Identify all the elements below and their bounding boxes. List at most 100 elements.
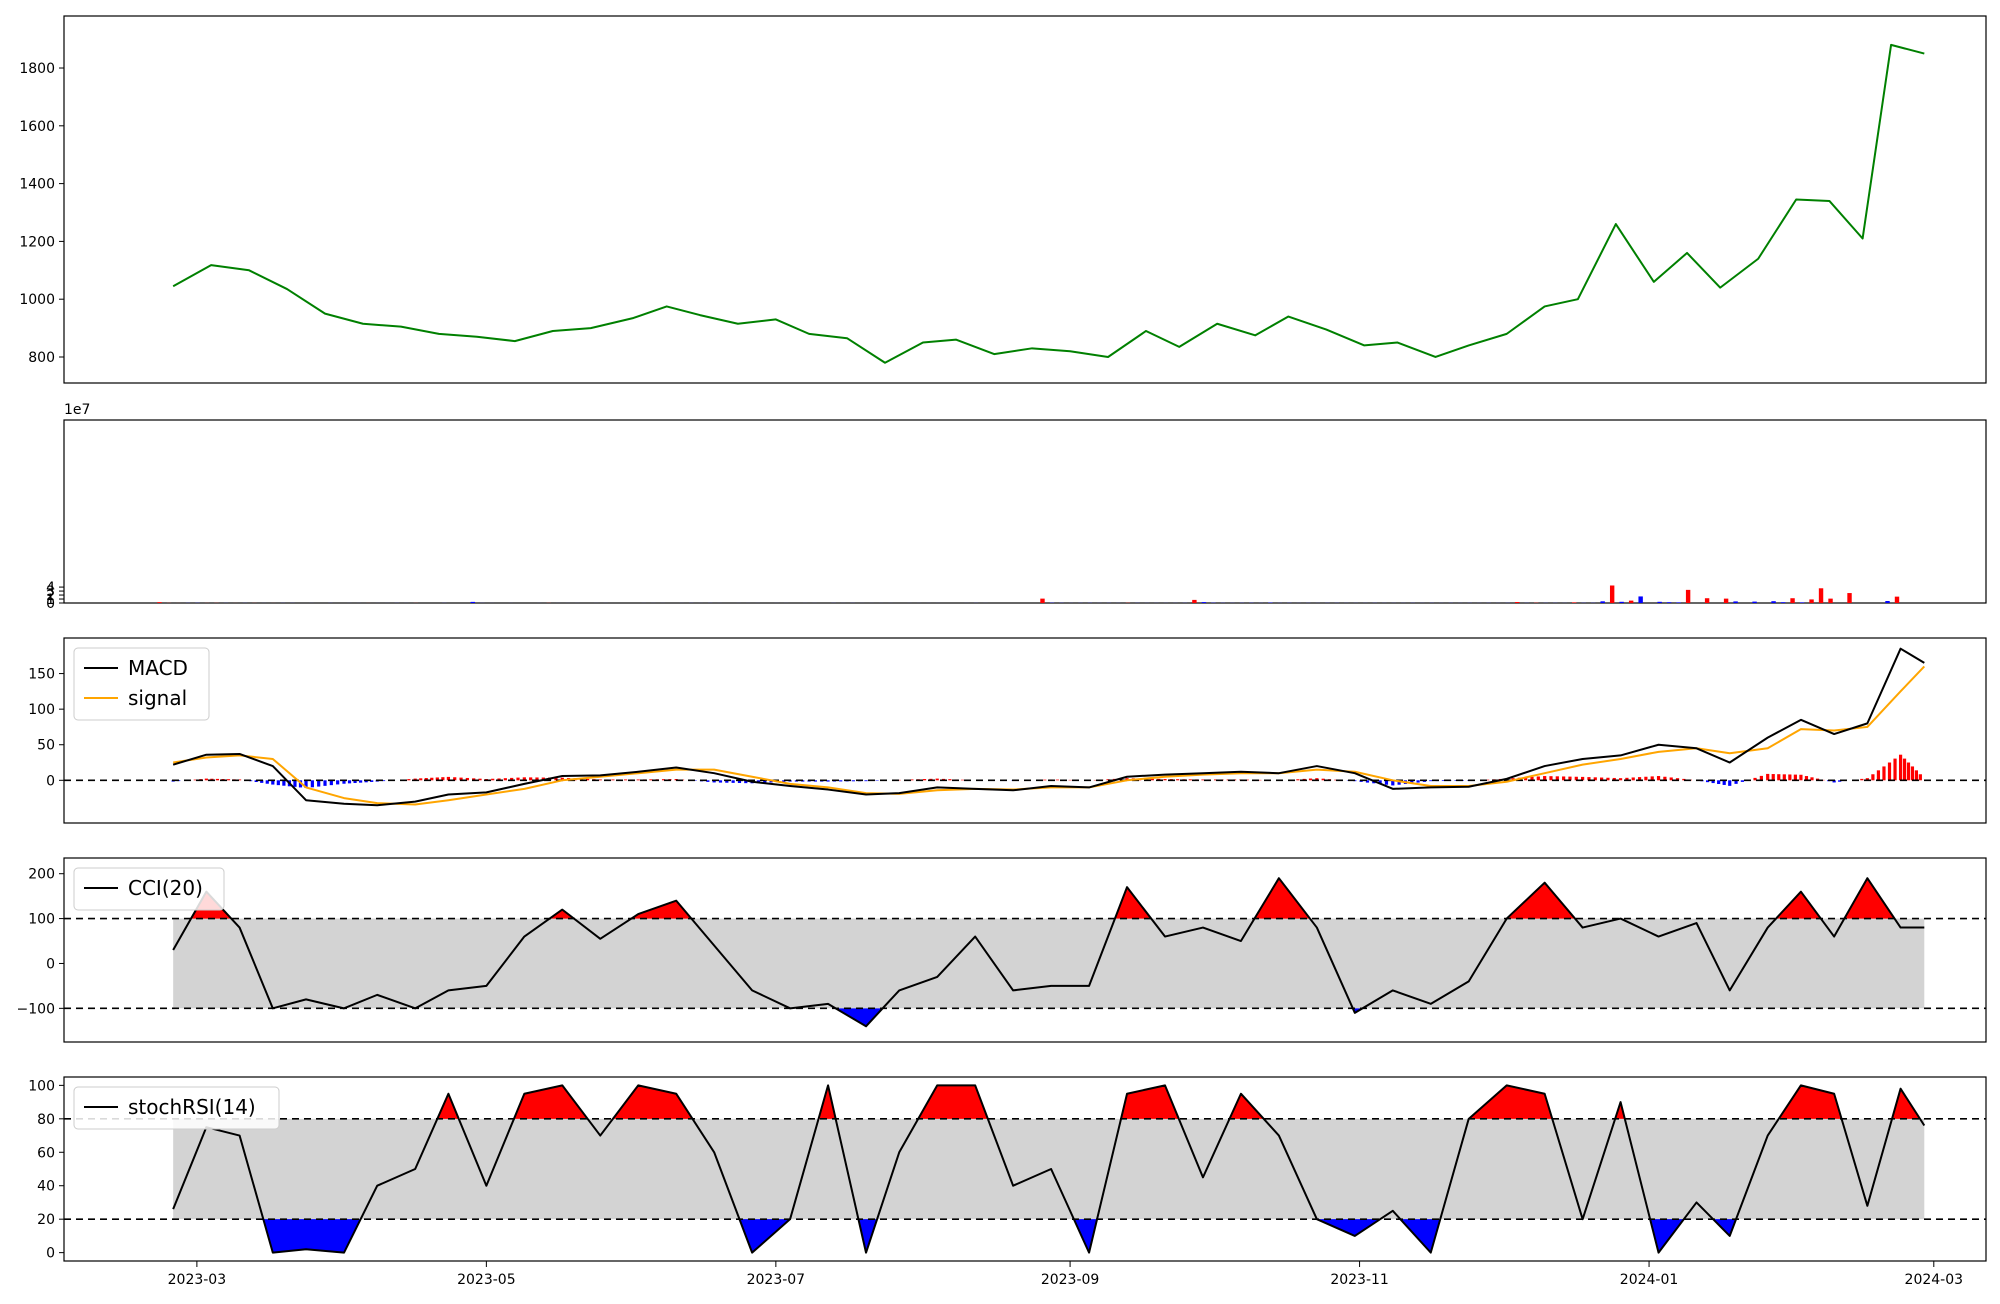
volume-bar [471,602,475,603]
volume-bar [1676,602,1680,603]
y-tick-label: 1200 [19,234,55,250]
macd-histogram-bar [516,778,519,781]
macd-histogram-bar [1717,780,1720,784]
volume-scale-label: 1e7 [64,402,90,418]
stochrsi-overbought-fill [514,1085,588,1118]
macd-histogram-bar [323,780,326,786]
macd-histogram-bar [1056,780,1059,781]
macd-histogram-bar [1644,777,1647,781]
macd-histogram-bar [1907,763,1910,781]
macd-histogram-bar [407,779,410,780]
y-tick-label: 0 [46,1246,55,1262]
macd-line [173,649,1924,806]
macd-legend: MACD signal [74,648,209,720]
macd-histogram-bar [1296,779,1299,780]
macd-histogram-bar [311,780,314,787]
macd-histogram-bar [1919,774,1922,780]
macd-histogram-bar [923,779,926,780]
y-tick-label: 0 [46,773,55,789]
y-tick-label: 4 [46,580,55,596]
macd-histogram-bar [1871,774,1874,780]
cci-overbought-fill [1844,878,1894,918]
volume-bar [1733,601,1737,603]
macd-histogram-bar [1657,776,1660,780]
y-tick-label: 50 [37,738,55,754]
y-tick-label: 20 [37,1212,55,1228]
macd-histogram-bar [1903,759,1906,781]
volume-bar [1705,598,1709,603]
stochrsi-legend: stochRSI(14) [74,1087,279,1129]
volume-bar [1790,598,1794,603]
macd-histogram-bar [1728,780,1731,786]
volume-bar [1667,602,1671,603]
macd-histogram-bar [1619,778,1622,780]
macd-histogram-bar [1189,779,1192,780]
macd-histogram-bar [1309,779,1312,781]
cci-overbought-fill [1254,878,1309,918]
y-tick-label: −100 [17,1001,55,1017]
cci-overbought-fill [631,901,691,919]
panel-frame-1 [64,16,1986,383]
legend-label: MACD [128,656,188,680]
macd-histogram-bar [504,778,507,780]
macd-histogram-bar [317,780,320,786]
y-tick-label: 150 [28,667,55,683]
x-tick-label: 2024-03 [1905,1272,1964,1288]
signal-line [173,666,1924,804]
macd-histogram-bar [529,777,532,780]
volume-bar [1800,602,1804,603]
volume-bar [1895,597,1899,603]
macd-histogram-bar [852,780,855,781]
macd-histogram-bar [1882,766,1885,780]
macd-histogram-bar [1537,776,1540,780]
volume-bar [1781,602,1785,603]
cci-legend: CCI(20) [74,868,224,910]
macd-histogram-bar [1043,780,1046,781]
macd-histogram-bar [1794,775,1797,781]
macd-histogram-bar [864,780,867,781]
volume-bar [1610,585,1614,603]
macd-histogram-bar [1799,775,1802,781]
macd-histogram-bar [599,779,602,780]
macd-histogram-bar [1783,774,1786,780]
macd-histogram-bar [359,780,362,782]
volume-bar [1192,600,1196,603]
volume-bar [1771,601,1775,603]
volume-bar [1572,602,1576,603]
macd-histogram-bar [732,780,735,783]
volume-bar [1629,601,1633,603]
y-tick-label: 200 [28,867,55,883]
volume-bar [1752,602,1756,603]
price-line [173,45,1924,363]
y-tick-label: 100 [28,1078,55,1094]
cci-overbought-fill [1507,883,1575,919]
y-tick-label: 1800 [19,61,55,77]
x-tick-label: 2023-03 [168,1272,227,1288]
macd-histogram-bar [1429,780,1432,781]
volume-bar [1202,602,1206,603]
stochrsi-overbought-fill [1779,1085,1842,1118]
volume-bar [157,602,161,603]
panel-frame-3 [64,638,1986,823]
y-tick-label: 1600 [19,119,55,135]
cci-band [173,919,1924,1009]
macd-histogram-bar [1772,774,1775,780]
legend-label: signal [128,686,187,710]
macd-histogram-bar [282,780,285,785]
volume-bar [1724,599,1728,603]
volume-bar [1809,599,1813,603]
macd-histogram-bar [277,780,280,785]
y-tick-label: 0 [46,956,55,972]
macd-histogram-bar [1632,777,1635,780]
macd-histogram-bar [948,779,951,780]
y-tick-label: 1000 [19,292,55,308]
stochrsi-overbought-fill [437,1094,458,1119]
macd-histogram-bar [491,779,494,781]
x-tick-label: 2024-01 [1620,1272,1679,1288]
stochrsi-oversold-fill [739,1219,790,1252]
macd-histogram-bar [1417,780,1420,782]
macd-histogram-bar [936,779,939,781]
macd-histogram-bar [637,779,640,780]
